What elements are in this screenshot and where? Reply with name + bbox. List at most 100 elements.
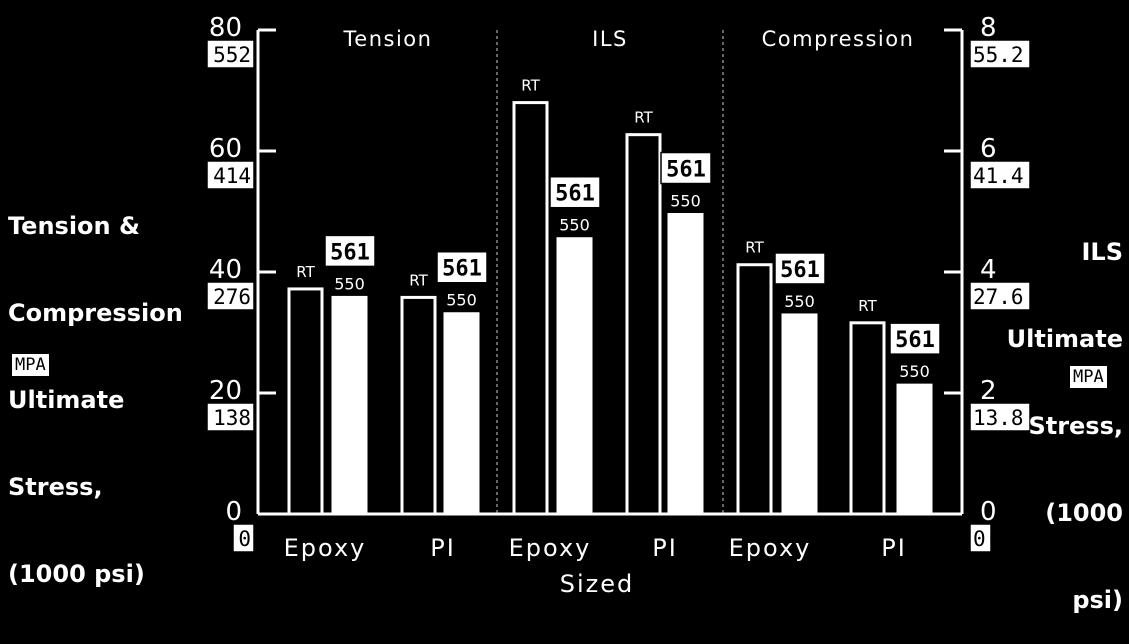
- bar-561-box-bg: [549, 175, 601, 209]
- bar-561-box: 561: [774, 252, 826, 285]
- bar-550-label: 550: [446, 291, 477, 310]
- bars: RT 550 561 RT 550 561 RT 550 561 RT 550 561 RT 550 561…: [287, 77, 941, 516]
- right-tick-mpa-bg: [969, 160, 1031, 190]
- x-category-label: PI: [430, 534, 456, 562]
- left-tick-mpa-text: 0: [238, 527, 251, 551]
- bar-561-box-bg: [774, 252, 826, 285]
- bar-550: [443, 312, 480, 516]
- left-tick-mpa-text: 414: [213, 164, 251, 188]
- left-tick-label: 60: [209, 134, 242, 164]
- right-axis-label-line: Stress,: [1028, 412, 1123, 440]
- x-category-label: Epoxy: [729, 534, 812, 562]
- x-category-label: PI: [652, 534, 678, 562]
- x-category-label: Epoxy: [284, 534, 367, 562]
- bar-rt: [287, 287, 324, 516]
- bar-561-box-bg: [324, 234, 376, 268]
- group-label: ILS: [592, 27, 628, 51]
- left-tick-label: 20: [209, 376, 242, 406]
- left-tick-mpa-bg: [206, 281, 255, 311]
- bar-561-box-text: 561: [330, 240, 370, 265]
- left-tick-mpa-text: 138: [213, 406, 251, 430]
- left-tick-mpa: 0: [232, 523, 255, 553]
- bar-561-box-text: 561: [780, 258, 820, 283]
- bar-561-box-bg: [889, 322, 941, 355]
- bar-rt-label: RT: [521, 77, 540, 95]
- left-tick-label: 80: [209, 13, 242, 43]
- bar-rt: [736, 263, 773, 516]
- right-tick-mpa: 55.2: [969, 39, 1031, 69]
- left-axis-label-line: (1000 psi): [8, 560, 145, 588]
- bar-550-label: 550: [334, 274, 365, 293]
- right-axis-label: ILS Ultimate Stress, (1000 psi): [1007, 180, 1123, 644]
- bar-rt-label: RT: [409, 271, 428, 289]
- bar-rt: [625, 133, 662, 516]
- bar-561-box: 561: [436, 250, 488, 284]
- bar-550: [781, 313, 818, 516]
- bar-561-box: 561: [889, 322, 941, 355]
- left-axis-label-line: Compression: [8, 299, 183, 327]
- left-tick-mpa-text: 276: [213, 285, 251, 309]
- right-tick-mpa: 13.8: [969, 402, 1031, 432]
- right-axis-label-line: ILS: [1081, 238, 1123, 266]
- bar-561-box-bg: [436, 250, 488, 284]
- left-axis-label-line: Ultimate: [8, 386, 125, 414]
- right-tick-mpa: 41.4: [969, 160, 1031, 190]
- bar-rt-label: RT: [745, 239, 764, 257]
- left-axis-label-line: Stress,: [8, 473, 103, 501]
- left-tick-mpa-bg: [232, 523, 255, 553]
- right-tick-mpa-text: 27.6: [973, 285, 1024, 309]
- left-tick-label: 0: [225, 497, 242, 527]
- left-tick-mpa: 414: [206, 160, 255, 190]
- bar-561-box: 561: [324, 234, 376, 268]
- x-category-label: PI: [881, 534, 907, 562]
- bar-550: [896, 383, 933, 516]
- x-category-labels: Epoxy PI Epoxy PI Epoxy PI: [284, 534, 907, 562]
- bar-rt-label: RT: [296, 263, 315, 281]
- right-tick-mpa: 27.6: [969, 281, 1031, 311]
- x-axis-label: Sized: [560, 570, 635, 598]
- right-tick-label: 6: [980, 134, 997, 164]
- bar-561-box: 561: [549, 175, 601, 209]
- right-axis-label-line: psi): [1072, 586, 1123, 614]
- bar-550: [667, 213, 704, 516]
- left-tick-mpa: 552: [206, 39, 255, 69]
- group-labels: Tension ILS Compression: [343, 27, 915, 51]
- left-tick-label: 40: [209, 255, 242, 285]
- right-tick-mpa-text: 55.2: [973, 43, 1024, 67]
- right-tick-mpa-text: 0: [973, 527, 986, 551]
- bar-561-box-text: 561: [895, 328, 935, 353]
- bar-550-label: 550: [899, 362, 930, 381]
- bar-rt-label: RT: [634, 109, 653, 127]
- left-tick-mpa-bg: [206, 39, 255, 69]
- group-dividers: [496, 30, 724, 514]
- left-tick-mpa-bg: [206, 160, 255, 190]
- right-tick-mpa-bg: [969, 523, 992, 553]
- right-tick-label: 4: [980, 255, 997, 285]
- bar-550: [331, 295, 368, 516]
- group-label: Tension: [343, 27, 433, 51]
- right-tick-mpa-text: 41.4: [973, 164, 1024, 188]
- right-tick-label: 8: [980, 13, 997, 43]
- right-axis-unit-box: MPA: [1070, 366, 1107, 388]
- left-tick-mpa-text: 552: [213, 43, 251, 67]
- right-axis-label-line: Ultimate: [1006, 325, 1123, 353]
- right-axis-ticks: 00 213.8 427.6 641.4 855.2: [944, 13, 1031, 553]
- right-tick-mpa-text: 13.8: [973, 406, 1024, 430]
- right-tick-mpa: 0: [969, 523, 992, 553]
- bar-rt: [400, 295, 437, 516]
- bar-550-label: 550: [784, 292, 815, 311]
- bar-550-label: 550: [559, 216, 590, 235]
- left-axis-unit-box: MPA: [12, 354, 49, 376]
- group-label: Compression: [762, 27, 915, 51]
- right-tick-mpa-bg: [969, 281, 1031, 311]
- bar-561-box-text: 561: [442, 257, 482, 282]
- left-tick-mpa: 138: [206, 402, 255, 432]
- bar-rt: [849, 321, 886, 516]
- right-tick-mpa-bg: [969, 402, 1031, 432]
- left-tick-mpa: 276: [206, 281, 255, 311]
- left-axis-label: Tension & Compression Ultimate Stress, (…: [8, 154, 183, 618]
- left-axis-label-line: Tension &: [8, 212, 140, 240]
- right-tick-label: 2: [980, 376, 997, 406]
- x-category-label: Epoxy: [509, 534, 592, 562]
